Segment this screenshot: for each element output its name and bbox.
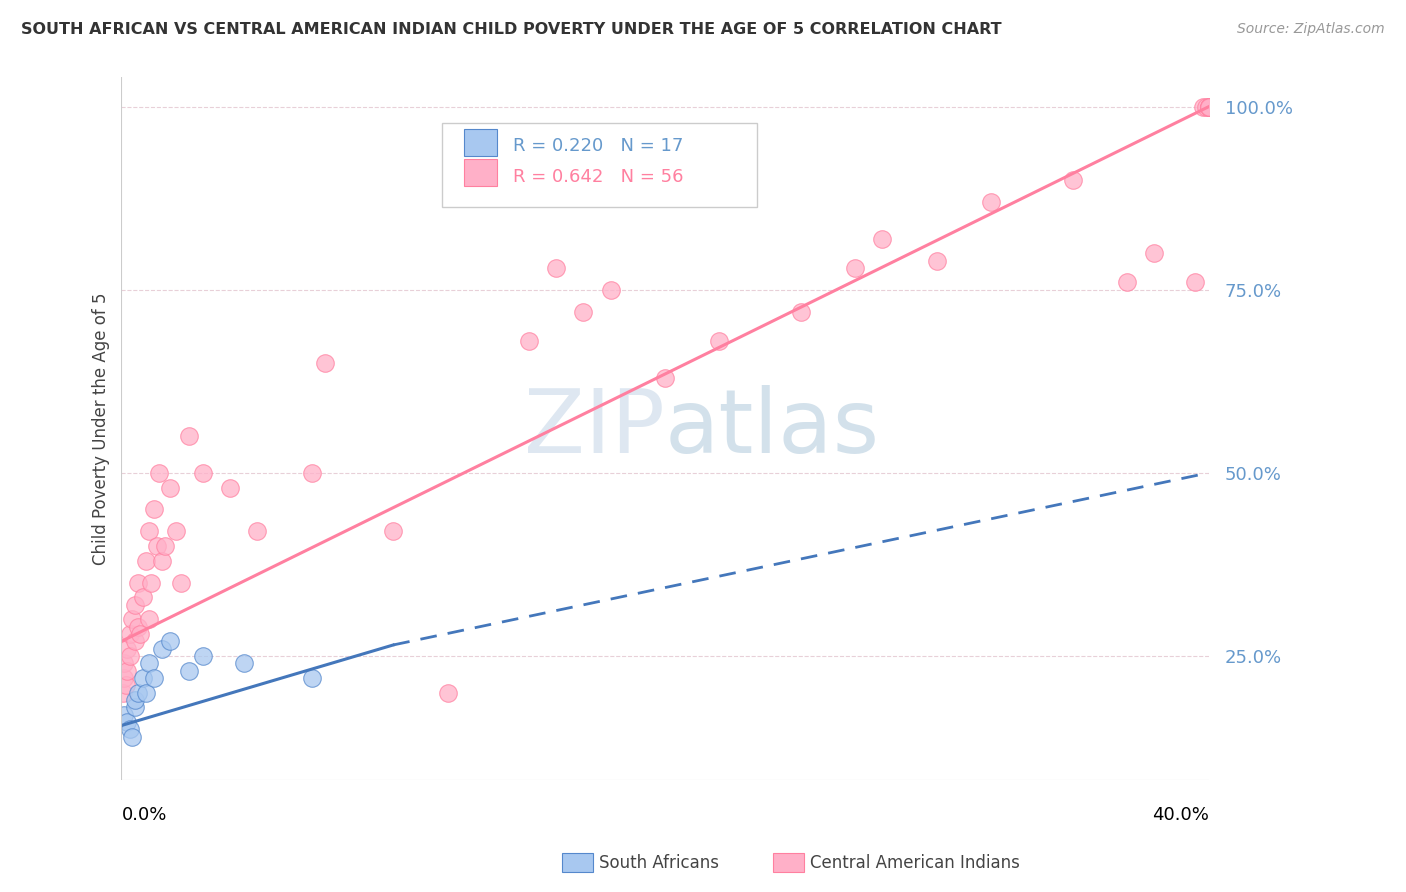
Text: R = 0.642   N = 56: R = 0.642 N = 56 [513, 169, 683, 186]
Point [382, 524, 405, 539]
Point [1143, 246, 1166, 260]
Point [844, 260, 866, 275]
Point [1198, 100, 1220, 114]
Point [654, 370, 676, 384]
Point [132, 591, 155, 605]
Point [138, 657, 160, 671]
Point [165, 524, 187, 539]
Point [124, 700, 146, 714]
Point [135, 685, 157, 699]
Y-axis label: Child Poverty Under the Age of 5: Child Poverty Under the Age of 5 [93, 293, 110, 566]
Point [138, 524, 160, 539]
Point [153, 539, 176, 553]
Point [138, 612, 160, 626]
Point [1198, 100, 1220, 114]
Point [141, 575, 163, 590]
Point [219, 481, 242, 495]
Bar [464, 159, 496, 186]
Point [546, 260, 568, 275]
Point [179, 429, 201, 443]
Point [191, 648, 214, 663]
Point [118, 627, 141, 641]
Text: 0.0%: 0.0% [121, 806, 167, 824]
Point [115, 664, 138, 678]
Point [124, 598, 146, 612]
Point [127, 685, 149, 699]
Text: Central American Indians: Central American Indians [810, 854, 1019, 871]
Point [1198, 100, 1220, 114]
Point [146, 539, 169, 553]
Point [121, 730, 143, 744]
Point [872, 231, 894, 245]
Point [112, 707, 135, 722]
Text: 40.0%: 40.0% [1152, 806, 1209, 824]
Bar [464, 128, 496, 156]
Point [150, 641, 173, 656]
Point [112, 657, 135, 671]
Point [301, 671, 323, 685]
Point [1192, 100, 1215, 114]
Text: atlas: atlas [665, 385, 880, 473]
Point [124, 634, 146, 648]
Point [118, 722, 141, 736]
Text: ZIP: ZIP [524, 385, 665, 473]
Text: SOUTH AFRICAN VS CENTRAL AMERICAN INDIAN CHILD POVERTY UNDER THE AGE OF 5 CORREL: SOUTH AFRICAN VS CENTRAL AMERICAN INDIAN… [21, 22, 1001, 37]
Point [159, 634, 181, 648]
Point [709, 334, 731, 348]
Point [159, 481, 181, 495]
Point [135, 554, 157, 568]
Point [114, 678, 136, 692]
Point [1198, 100, 1220, 114]
Text: R = 0.220   N = 17: R = 0.220 N = 17 [513, 137, 683, 155]
Point [127, 620, 149, 634]
Point [790, 305, 813, 319]
Point [148, 466, 170, 480]
Point [436, 685, 458, 699]
Point [517, 334, 540, 348]
Point [314, 356, 336, 370]
Point [1184, 276, 1206, 290]
Point [132, 671, 155, 685]
Point [150, 554, 173, 568]
Point [115, 714, 138, 729]
Point [925, 253, 948, 268]
Text: Source: ZipAtlas.com: Source: ZipAtlas.com [1237, 22, 1385, 37]
Point [980, 194, 1002, 209]
Text: South Africans: South Africans [599, 854, 718, 871]
Point [246, 524, 269, 539]
Point [111, 685, 134, 699]
Point [1116, 276, 1139, 290]
Point [124, 693, 146, 707]
Point [572, 305, 595, 319]
Point [127, 575, 149, 590]
Point [191, 466, 214, 480]
Point [118, 648, 141, 663]
FancyBboxPatch shape [441, 123, 758, 208]
Point [301, 466, 323, 480]
Point [143, 502, 166, 516]
Point [179, 664, 201, 678]
Point [115, 641, 138, 656]
Point [143, 671, 166, 685]
Point [129, 627, 152, 641]
Point [170, 575, 193, 590]
Point [232, 657, 254, 671]
Point [1062, 173, 1084, 187]
Point [121, 612, 143, 626]
Point [1195, 100, 1218, 114]
Point [112, 671, 135, 685]
Point [599, 283, 621, 297]
